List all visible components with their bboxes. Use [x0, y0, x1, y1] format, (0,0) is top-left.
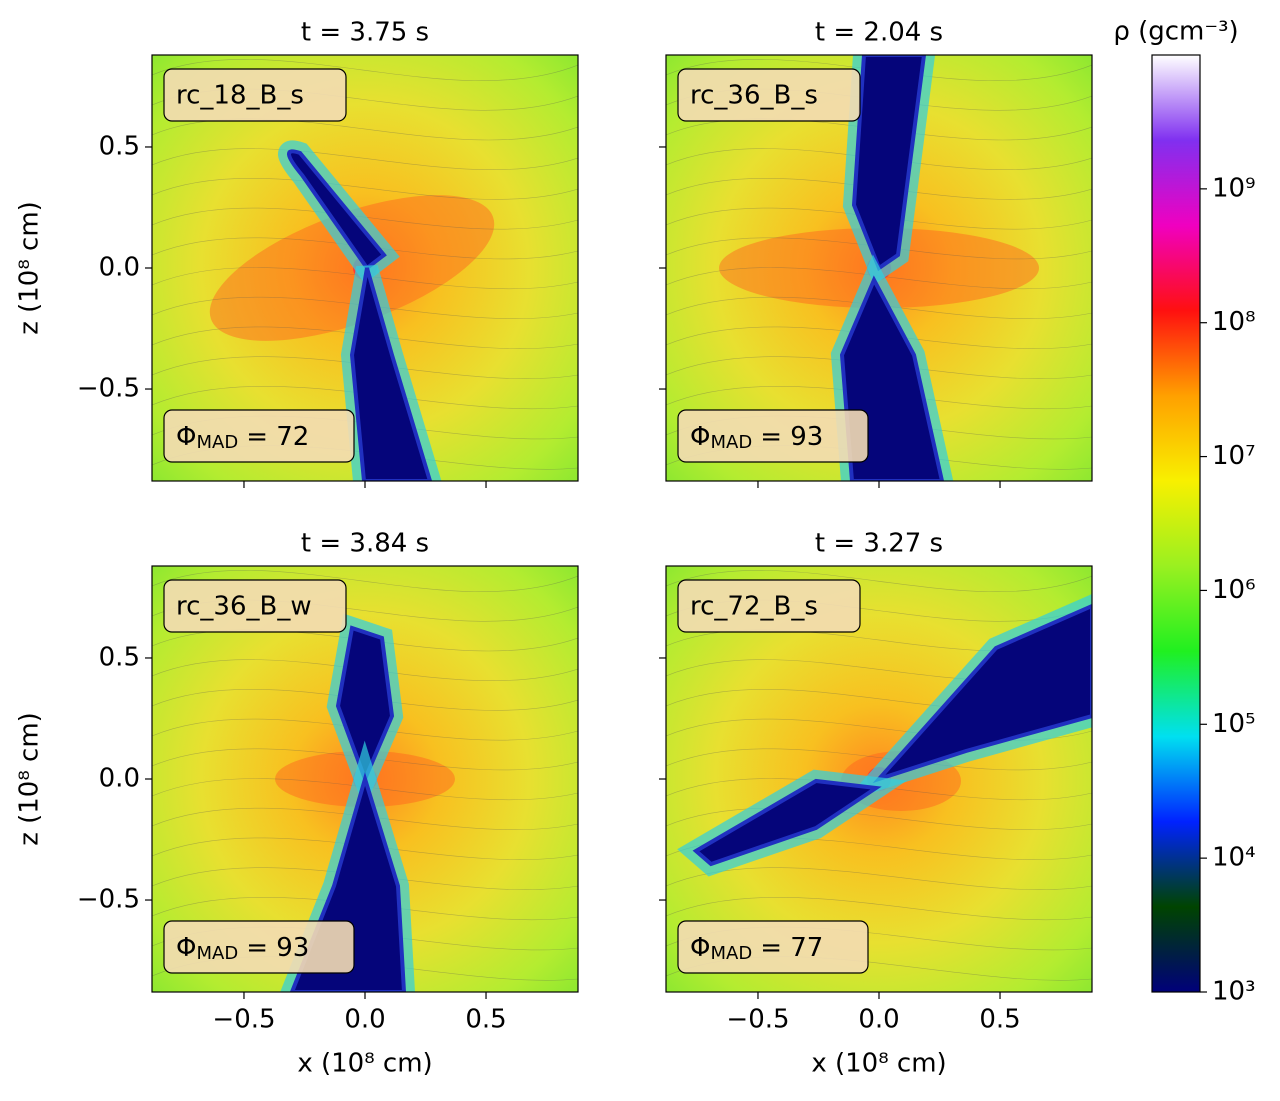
x-tick-label: 0.0	[858, 1005, 899, 1035]
panel-title: t = 3.27 s	[815, 529, 943, 559]
annotation-subscript: MAD	[710, 432, 752, 453]
panel: t = 2.04 s rc_36_B_s ΦMAD = 93	[659, 18, 1093, 488]
x-tick-label: −0.5	[212, 1005, 275, 1035]
jet	[335, 625, 395, 785]
y-tick-label: 0.0	[99, 253, 140, 283]
colorbar-tick-label: 10⁹	[1212, 173, 1256, 203]
colorbar-label: ρ (gcm⁻³)	[1113, 17, 1238, 47]
label-box	[677, 579, 861, 633]
panel: −0.5 0.0 0.5 t = 3.27 s x (10⁸ cm) rc_72_B_s Φ…	[659, 529, 1093, 1079]
run-label: rc_36_B_s	[690, 81, 818, 111]
annotation-box	[163, 920, 355, 974]
label-box	[163, 68, 347, 122]
annotation-text: = 77	[760, 933, 823, 963]
jet	[872, 603, 1092, 784]
annotation-subscript: MAD	[196, 943, 238, 964]
annotation-symbol: Φ	[690, 422, 710, 452]
y-tick-label: 0.5	[99, 131, 140, 161]
colorbar-tick-label: 10⁸	[1212, 307, 1256, 337]
run-label: rc_18_B_s	[176, 81, 304, 111]
annotation-box	[677, 920, 869, 974]
label-box	[163, 579, 347, 633]
annotation-symbol: Φ	[690, 933, 710, 963]
jet	[349, 267, 433, 481]
run-label: rc_72_B_s	[690, 592, 818, 622]
annotation-symbol: Φ	[176, 933, 196, 963]
streamline	[666, 807, 1092, 830]
panel-title: t = 2.04 s	[815, 18, 943, 48]
streamline	[152, 570, 578, 592]
y-axis-label: z (10⁸ cm)	[15, 712, 45, 846]
colorbar: 10³ 10⁴ 10⁵ 10⁶ 10⁷ 10⁸ 10⁹ ρ (gcm⁻³)	[1113, 17, 1255, 1007]
annotation-symbol: Φ	[176, 422, 196, 452]
colorbar-tick-label: 10⁴	[1212, 843, 1256, 873]
density-image	[666, 566, 1092, 992]
streamline	[666, 748, 1092, 771]
annotation-box	[163, 409, 355, 463]
panel: −0.5 0.0 0.5 −0.5 0.0 0.5 t = 3.84 s x (10⁸ cm)…	[15, 529, 579, 1079]
annotation-text: = 93	[246, 933, 309, 963]
streamline	[152, 178, 578, 200]
annotation-text: = 93	[760, 422, 823, 452]
x-axis-label: x (10⁸ cm)	[297, 1049, 432, 1079]
annotation-subscript: MAD	[196, 432, 238, 453]
y-axis-label: z (10⁸ cm)	[15, 201, 45, 335]
annotation: ΦMAD = 93	[690, 422, 823, 454]
x-tick-label: −0.5	[726, 1005, 789, 1035]
jet	[851, 55, 927, 272]
streamline	[666, 570, 1092, 592]
y-tick-label: −0.5	[77, 885, 140, 915]
x-tick-label: 0.5	[465, 1005, 506, 1035]
run-label: rc_36_B_w	[176, 592, 312, 622]
panel: −0.5 0.0 0.5 t = 3.75 s z (10⁸ cm) rc_18_B_s Φ…	[15, 18, 579, 488]
streamline	[152, 148, 578, 170]
colorbar-tick-label: 10⁶	[1212, 575, 1256, 605]
annotation: ΦMAD = 72	[176, 422, 309, 454]
colorbar-tick-label: 10⁷	[1212, 441, 1256, 471]
colorbar-tick-label: 10⁵	[1212, 709, 1256, 739]
x-axis-label: x (10⁸ cm)	[811, 1049, 946, 1079]
annotation: ΦMAD = 77	[690, 933, 823, 965]
colorbar-tick-label: 10³	[1212, 977, 1256, 1007]
annotation: ΦMAD = 93	[176, 933, 309, 965]
y-tick-label: 0.0	[99, 764, 140, 794]
label-box	[677, 68, 861, 122]
x-tick-label: 0.5	[979, 1005, 1020, 1035]
jet	[692, 778, 882, 867]
hot-region	[209, 195, 495, 341]
panel-title: t = 3.84 s	[301, 529, 429, 559]
panel-title: t = 3.75 s	[301, 18, 429, 48]
y-tick-label: 0.5	[99, 642, 140, 672]
annotation-subscript: MAD	[710, 943, 752, 964]
streamline	[666, 897, 1092, 921]
streamline	[152, 59, 578, 81]
jet	[287, 149, 387, 271]
annotation-box	[677, 409, 869, 463]
y-tick-label: −0.5	[77, 374, 140, 404]
colorbar-fill	[1151, 54, 1201, 993]
x-tick-label: 0.0	[344, 1005, 385, 1035]
annotation-text: = 72	[246, 422, 309, 452]
